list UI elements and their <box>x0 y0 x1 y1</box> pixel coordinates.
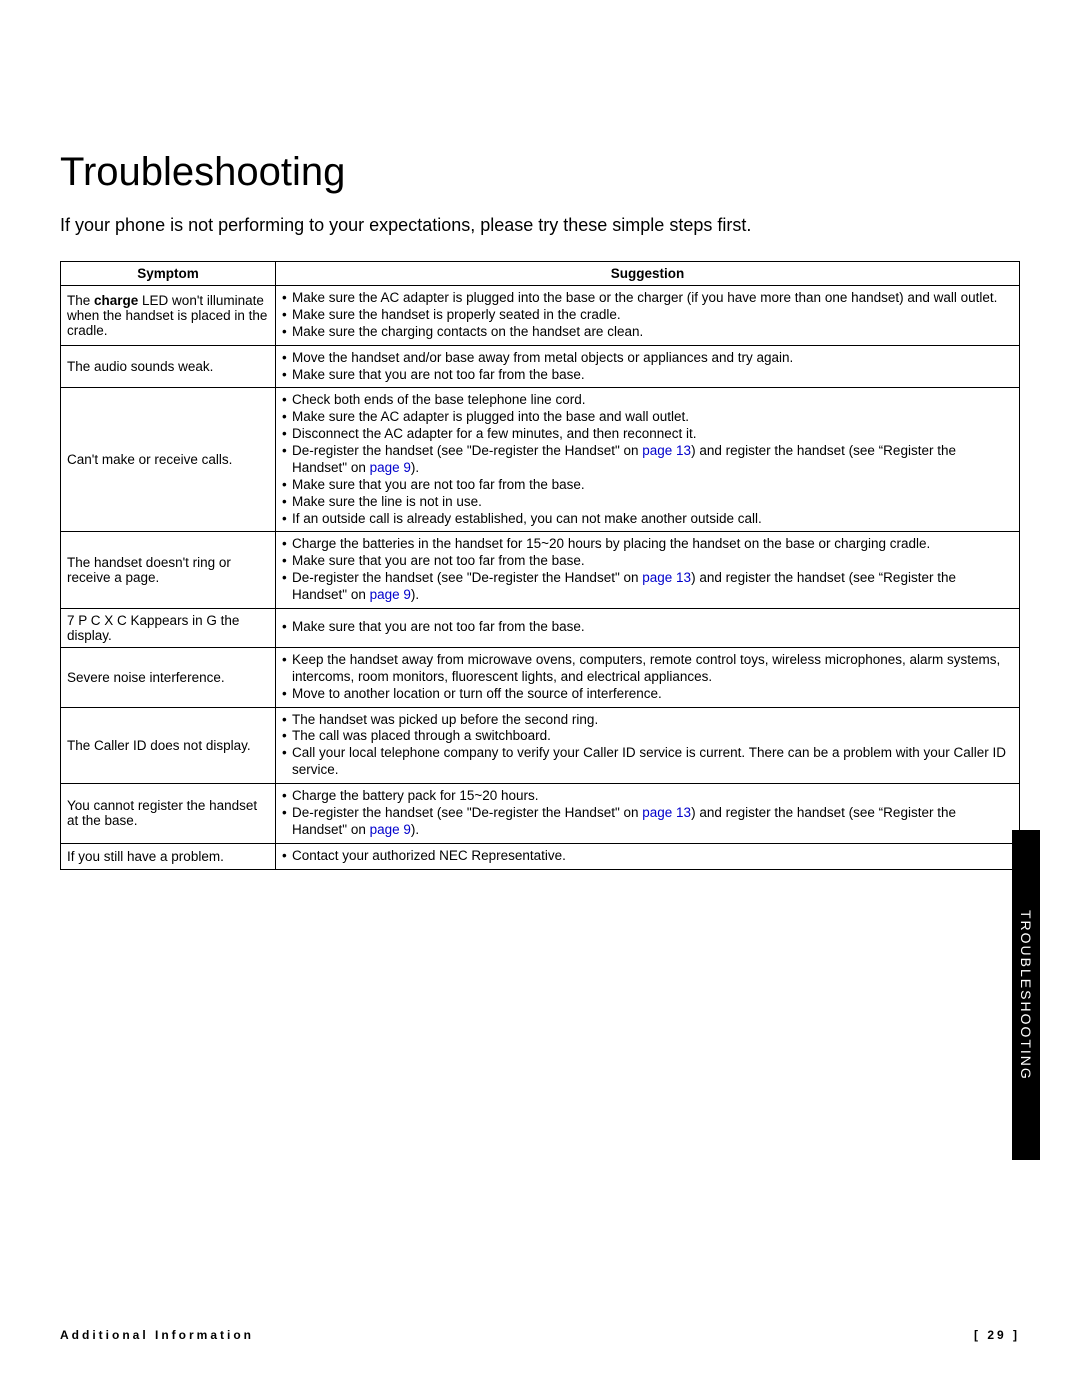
symptom-cell: The charge LED won't illuminate when the… <box>61 286 276 346</box>
symptom-cell: The handset doesn't ring or receive a pa… <box>61 532 276 609</box>
suggestion-item: Make sure the AC adapter is plugged into… <box>282 290 1013 307</box>
troubleshooting-table: Symptom Suggestion The charge LED won't … <box>60 261 1020 870</box>
symptom-cell: The Caller ID does not display. <box>61 707 276 784</box>
suggestion-item: Move to another location or turn off the… <box>282 686 1013 703</box>
suggestion-cell: Contact your authorized NEC Representati… <box>276 843 1020 869</box>
page-link[interactable]: page 9 <box>370 587 411 602</box>
symptom-cell: The audio sounds weak. <box>61 345 276 388</box>
header-symptom: Symptom <box>61 262 276 286</box>
table-header-row: Symptom Suggestion <box>61 262 1020 286</box>
page-link[interactable]: page 9 <box>370 822 411 837</box>
page-link[interactable]: page 13 <box>642 570 691 585</box>
suggestion-cell: Charge the batteries in the handset for … <box>276 532 1020 609</box>
suggestion-item: Charge the batteries in the handset for … <box>282 536 1013 553</box>
suggestion-item: Keep the handset away from microwave ove… <box>282 652 1013 686</box>
page-footer: Additional Information [ 29 ] <box>60 1328 1020 1342</box>
suggestion-cell: The handset was picked up before the sec… <box>276 707 1020 784</box>
suggestion-cell: Charge the battery pack for 15~20 hours.… <box>276 784 1020 844</box>
table-row: The audio sounds weak. Move the handset a… <box>61 345 1020 388</box>
suggestion-item: Disconnect the AC adapter for a few minu… <box>282 426 1013 443</box>
page-title: Troubleshooting <box>60 150 1020 195</box>
suggestion-item: Make sure the AC adapter is plugged into… <box>282 409 1013 426</box>
suggestion-item: Make sure the charging contacts on the h… <box>282 324 1013 341</box>
suggestion-cell: Move the handset and/or base away from m… <box>276 345 1020 388</box>
footer-right: [ 29 ] <box>974 1328 1020 1342</box>
table-row: Can't make or receive calls. Check both e… <box>61 388 1020 532</box>
table-row: You cannot register the handset at the b… <box>61 784 1020 844</box>
suggestion-cell: Check both ends of the base telephone li… <box>276 388 1020 532</box>
suggestion-item: Check both ends of the base telephone li… <box>282 392 1013 409</box>
suggestion-item: De-register the handset (see "De-registe… <box>282 443 1013 477</box>
table-row: The handset doesn't ring or receive a pa… <box>61 532 1020 609</box>
table-row: The charge LED won't illuminate when the… <box>61 286 1020 346</box>
table-row: The Caller ID does not display. The hands… <box>61 707 1020 784</box>
suggestion-item: Make sure that you are not too far from … <box>282 367 1013 384</box>
suggestion-cell: Make sure the AC adapter is plugged into… <box>276 286 1020 346</box>
suggestion-item: Call your local telephone company to ver… <box>282 745 1013 779</box>
page-link[interactable]: page 13 <box>642 443 691 458</box>
header-suggestion: Suggestion <box>276 262 1020 286</box>
intro-text: If your phone is not performing to your … <box>60 215 1020 236</box>
section-tab: TROUBLESHOOTING <box>1012 830 1040 1160</box>
symptom-cell: Can't make or receive calls. <box>61 388 276 532</box>
table-row: If you still have a problem. Contact your… <box>61 843 1020 869</box>
suggestion-item: De-register the handset (see "De-registe… <box>282 805 1013 839</box>
suggestion-item: Make sure that you are not too far from … <box>282 553 1013 570</box>
symptom-cell: Severe noise interference. <box>61 647 276 707</box>
suggestion-item: Move the handset and/or base away from m… <box>282 350 1013 367</box>
suggestion-item: Charge the battery pack for 15~20 hours. <box>282 788 1013 805</box>
suggestion-item: The handset was picked up before the sec… <box>282 712 1013 729</box>
page-link[interactable]: page 13 <box>642 805 691 820</box>
page: Troubleshooting If your phone is not per… <box>0 0 1080 1397</box>
suggestion-item: Make sure the handset is properly seated… <box>282 307 1013 324</box>
suggestion-item: If an outside call is already establishe… <box>282 511 1013 528</box>
suggestion-item: The call was placed through a switchboar… <box>282 728 1013 745</box>
footer-left: Additional Information <box>60 1328 254 1342</box>
suggestion-item: Make sure the line is not in use. <box>282 494 1013 511</box>
suggestion-item: Make sure that you are not too far from … <box>282 619 1013 636</box>
page-link[interactable]: page 9 <box>370 460 411 475</box>
table-row: Severe noise interference.Keep the hands… <box>61 647 1020 707</box>
table-row: 7 P C X C Kappears in G the display. Make… <box>61 608 1020 647</box>
suggestion-cell: Keep the handset away from microwave ove… <box>276 647 1020 707</box>
symptom-cell: 7 P C X C Kappears in G the display. <box>61 608 276 647</box>
suggestion-item: De-register the handset (see "De-registe… <box>282 570 1013 604</box>
section-tab-label: TROUBLESHOOTING <box>1018 910 1034 1081</box>
suggestion-cell: Make sure that you are not too far from … <box>276 608 1020 647</box>
symptom-cell: If you still have a problem. <box>61 843 276 869</box>
suggestion-item: Make sure that you are not too far from … <box>282 477 1013 494</box>
suggestion-item: Contact your authorized NEC Representati… <box>282 848 1013 865</box>
symptom-cell: You cannot register the handset at the b… <box>61 784 276 844</box>
